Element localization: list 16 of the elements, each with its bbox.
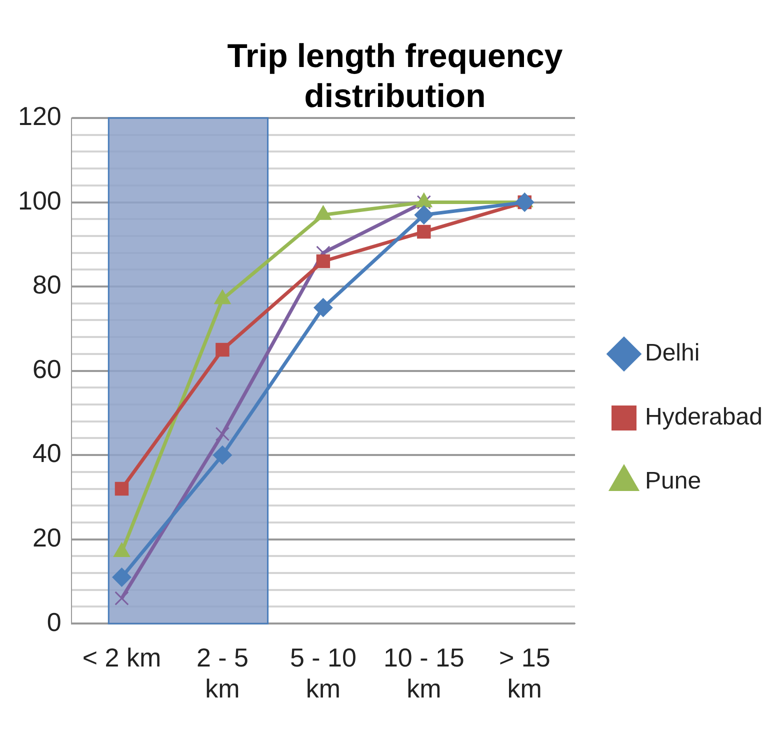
x-tick-label: 10 - 15 km bbox=[383, 642, 464, 704]
x-tick-label: 5 - 10 km bbox=[290, 642, 356, 704]
legend-label: Hyderabad bbox=[645, 404, 762, 431]
chart-title: Trip length frequency distribution bbox=[226, 36, 564, 116]
legend-label: Pune bbox=[645, 468, 702, 495]
y-tick-label: 20 bbox=[32, 522, 62, 553]
legend-label: Delhi bbox=[645, 340, 700, 367]
y-tick-label: 120 bbox=[18, 101, 62, 132]
y-tick-label: 100 bbox=[18, 185, 62, 216]
x-tick-label: 2 - 5 km bbox=[196, 642, 248, 704]
y-tick-label: 0 bbox=[46, 606, 62, 637]
x-tick-label: > 15 km bbox=[498, 642, 550, 704]
x-tick-label: < 2 km bbox=[82, 642, 162, 672]
y-tick-label: 60 bbox=[32, 354, 62, 384]
y-tick-label: 80 bbox=[32, 270, 62, 300]
y-tick-label: 40 bbox=[32, 438, 62, 468]
